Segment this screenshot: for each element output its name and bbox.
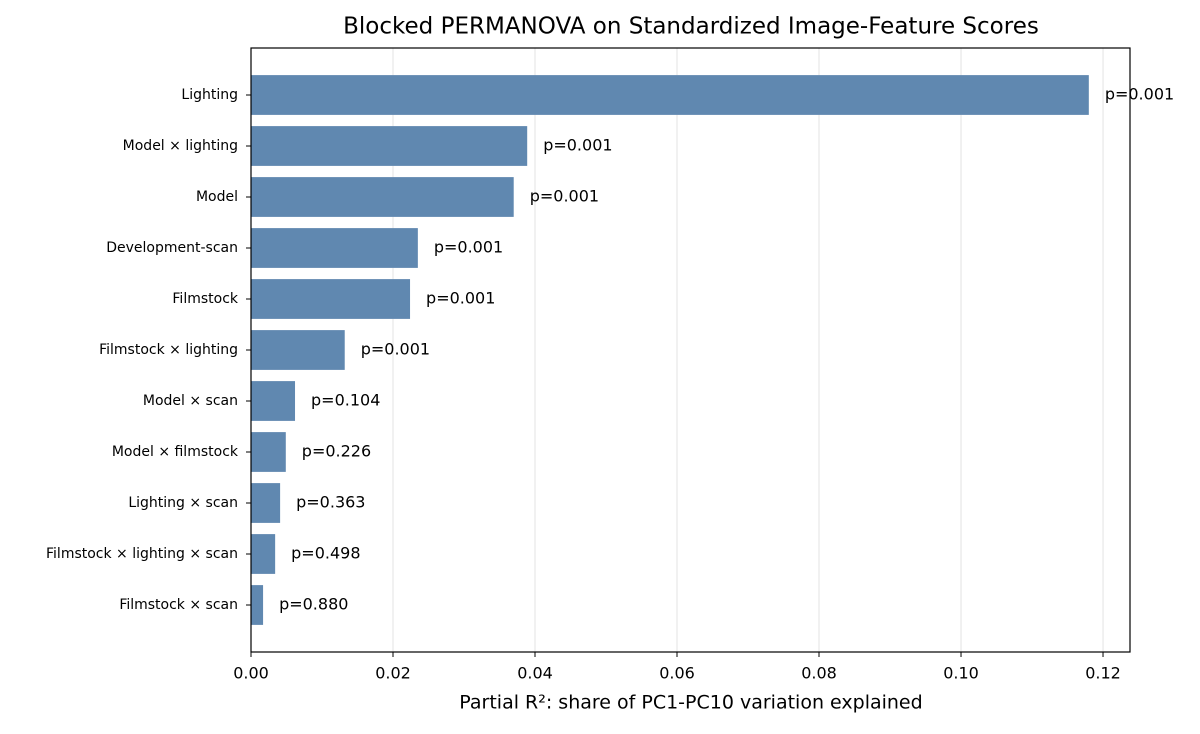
- y-tick-label: Filmstock × lighting: [99, 342, 238, 358]
- bar: [251, 432, 286, 472]
- bar-annotation: p=0.880: [279, 595, 348, 614]
- bar-annotation: p=0.001: [543, 136, 612, 155]
- chart-title: Blocked PERMANOVA on Standardized Image-…: [343, 14, 1039, 40]
- bar-annotation: p=0.001: [426, 289, 495, 308]
- bar: [251, 177, 514, 217]
- bar: [251, 75, 1089, 115]
- bar: [251, 381, 296, 421]
- x-tick-label: 0.00: [233, 664, 269, 683]
- y-tick-label: Development-scan: [106, 240, 238, 256]
- y-tick-label: Filmstock × scan: [119, 597, 238, 613]
- bar-annotation: p=0.498: [291, 544, 360, 563]
- bar-annotation: p=0.001: [361, 340, 430, 359]
- x-axis-label: Partial R²: share of PC1-PC10 variation …: [459, 692, 922, 714]
- bar-annotation: p=0.363: [296, 493, 365, 512]
- y-tick-label: Filmstock: [172, 291, 238, 307]
- y-tick-label: Filmstock × lighting × scan: [46, 546, 238, 562]
- bar: [251, 534, 276, 574]
- x-tick-label: 0.02: [375, 664, 411, 683]
- bar: [251, 279, 411, 319]
- y-tick-label: Model × lighting: [123, 138, 238, 154]
- y-tick-label: Lighting × scan: [128, 495, 238, 511]
- plot-frame: [250, 47, 1131, 653]
- bar: [251, 228, 418, 268]
- y-tick-label: Model: [196, 189, 238, 205]
- y-tick-label: Lighting: [181, 87, 238, 103]
- x-tick-label: 0.08: [801, 664, 837, 683]
- bar-annotation: p=0.001: [1105, 85, 1174, 104]
- y-tick-label: Model × scan: [143, 393, 238, 409]
- bar-annotation: p=0.001: [434, 238, 503, 257]
- bar-annotation: p=0.226: [302, 442, 371, 461]
- bar-annotation: p=0.104: [311, 391, 380, 410]
- bar: [251, 585, 264, 625]
- y-tick-label: Model × filmstock: [112, 444, 239, 460]
- x-tick-label: 0.06: [659, 664, 695, 683]
- x-tick-label: 0.10: [943, 664, 979, 683]
- x-tick-label: 0.12: [1085, 664, 1121, 683]
- x-tick-label: 0.04: [517, 664, 553, 683]
- bar: [251, 126, 528, 166]
- bar: [251, 330, 345, 370]
- bar-annotation: p=0.001: [530, 187, 599, 206]
- bar: [251, 483, 281, 523]
